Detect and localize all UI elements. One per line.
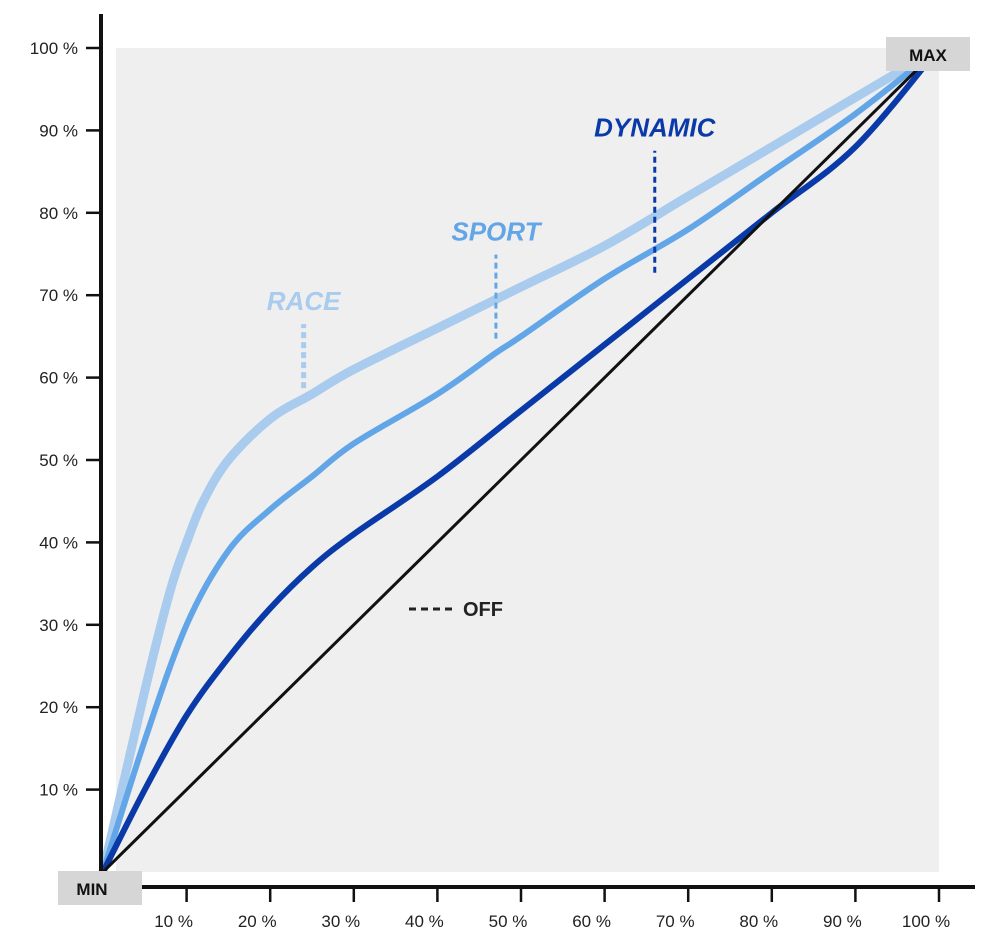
series-layer (98, 43, 944, 877)
y-tick-label: 20 % (39, 698, 78, 717)
x-tick-label: 80 % (739, 912, 778, 931)
series-line-sport (100, 45, 942, 875)
annotation-label-dynamic: DYNAMIC (594, 113, 717, 143)
annotation-label-sport: SPORT (451, 217, 542, 247)
y-tick-label: 60 % (39, 369, 78, 388)
x-tick-label: 30 % (321, 912, 360, 931)
off-legend: OFF (409, 599, 503, 621)
annotation-layer: RACE SPORT DYNAMIC (267, 113, 717, 389)
y-axis-ticks: 100 % 90 % 80 % 70 % 60 % 50 % 40 % 30 % 20 % 10 … (30, 39, 101, 800)
y-tick-label: 90 % (39, 121, 78, 140)
x-tick-label: 10 % (154, 912, 193, 931)
min-box-background (58, 871, 142, 905)
off-legend-label: OFF (463, 599, 503, 621)
x-tick-label: 40 % (405, 912, 444, 931)
series-line-race (98, 43, 944, 877)
y-tick-label: 10 % (39, 781, 78, 800)
max-corner-box: MAX (886, 37, 970, 71)
max-box-background (886, 37, 970, 71)
annotation-label-race: RACE (267, 286, 341, 316)
y-tick-label: 80 % (39, 204, 78, 223)
y-tick-label: 40 % (39, 533, 78, 552)
x-tick-label: 60 % (572, 912, 611, 931)
x-tick-label: 90 % (823, 912, 862, 931)
x-axis-ticks: 10 % 20 % 30 % 40 % 50 % 60 % 70 % 80 % 90 % 100 … (154, 887, 950, 931)
min-corner-box: MIN (58, 871, 142, 905)
y-tick-label: 70 % (39, 286, 78, 305)
x-tick-label: 100 % (902, 912, 950, 931)
series-line-off (101, 46, 941, 874)
x-tick-label: 20 % (238, 912, 277, 931)
plot-background (116, 48, 939, 872)
min-label: MIN (76, 880, 107, 899)
y-tick-label: 30 % (39, 616, 78, 635)
max-label: MAX (909, 46, 947, 65)
y-tick-label: 100 % (30, 39, 78, 58)
y-tick-label: 50 % (39, 451, 78, 470)
x-tick-label: 70 % (656, 912, 695, 931)
x-tick-label: 50 % (489, 912, 528, 931)
